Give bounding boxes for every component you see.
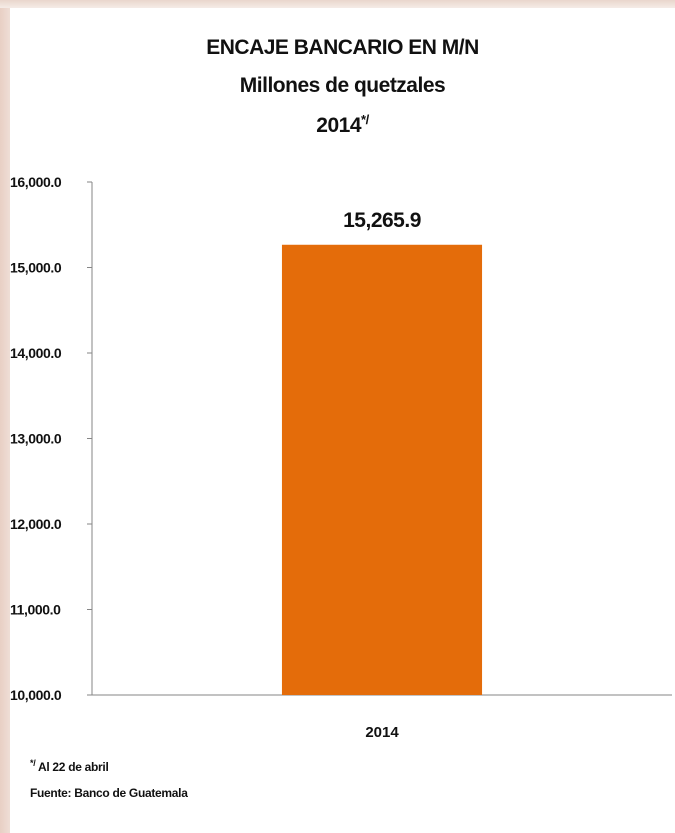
top-band: [0, 0, 675, 8]
chart-period-marker: */: [361, 112, 369, 127]
chart-title: ENCAJE BANCARIO EN M/N: [206, 36, 479, 59]
y-tick-label: 15,000.0: [10, 260, 62, 276]
bar: [281, 244, 483, 695]
y-tick-label: 14,000.0: [10, 345, 62, 361]
chart-period: 2014*/: [10, 112, 675, 138]
y-tick-label: 13,000.0: [10, 431, 62, 447]
y-tick-label: 12,000.0: [10, 516, 62, 532]
chart-period-year: 2014: [316, 114, 362, 137]
x-tick-label: 2014: [365, 724, 399, 741]
y-tick-label: 11,000.0: [10, 602, 61, 618]
footnote-marker: */: [30, 758, 36, 768]
footnote: */ Al 22 de abril: [30, 758, 109, 774]
bar-data-label: 15,265.9: [343, 209, 421, 232]
source-note: Fuente: Banco de Guatemala: [30, 786, 188, 800]
y-tick-label: 10,000.0: [10, 687, 62, 703]
bar-chart: 10,000.0 11,000.0 12,000.0 13,000.0 14,000.0…: [10, 174, 672, 741]
y-tick-label: 16,000.0: [10, 174, 62, 190]
footnote-text: Al 22 de abril: [35, 760, 109, 774]
chart-subtitle: Millones de quetzales: [239, 74, 446, 97]
